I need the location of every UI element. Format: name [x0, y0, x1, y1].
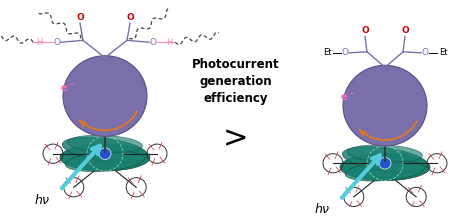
Text: H: H: [166, 38, 172, 47]
Text: O: O: [76, 13, 84, 22]
Text: Et: Et: [323, 48, 331, 57]
Circle shape: [99, 148, 111, 159]
Text: $h\nu$: $h\nu$: [34, 193, 51, 207]
Text: O: O: [401, 26, 409, 35]
Text: O: O: [361, 26, 369, 35]
Ellipse shape: [65, 151, 145, 172]
Text: Photocurrent
generation
efficiency: Photocurrent generation efficiency: [192, 58, 280, 105]
Circle shape: [63, 56, 147, 136]
Text: O: O: [126, 13, 134, 22]
Text: O: O: [53, 38, 60, 47]
Text: $h\nu$: $h\nu$: [314, 202, 330, 216]
Ellipse shape: [60, 144, 150, 171]
Text: O: O: [150, 38, 157, 47]
Circle shape: [343, 65, 427, 146]
Ellipse shape: [345, 161, 425, 181]
Circle shape: [379, 157, 391, 169]
Ellipse shape: [67, 135, 143, 153]
Ellipse shape: [62, 137, 148, 163]
Text: O: O: [342, 48, 348, 57]
Text: O: O: [421, 48, 429, 57]
Text: e$^-$: e$^-$: [340, 92, 355, 103]
Text: >: >: [223, 125, 249, 154]
Ellipse shape: [340, 154, 430, 181]
Text: H: H: [36, 38, 42, 47]
Ellipse shape: [347, 145, 422, 162]
Text: Et: Et: [439, 48, 447, 57]
Ellipse shape: [342, 147, 428, 172]
Text: e$^-$: e$^-$: [59, 83, 75, 94]
